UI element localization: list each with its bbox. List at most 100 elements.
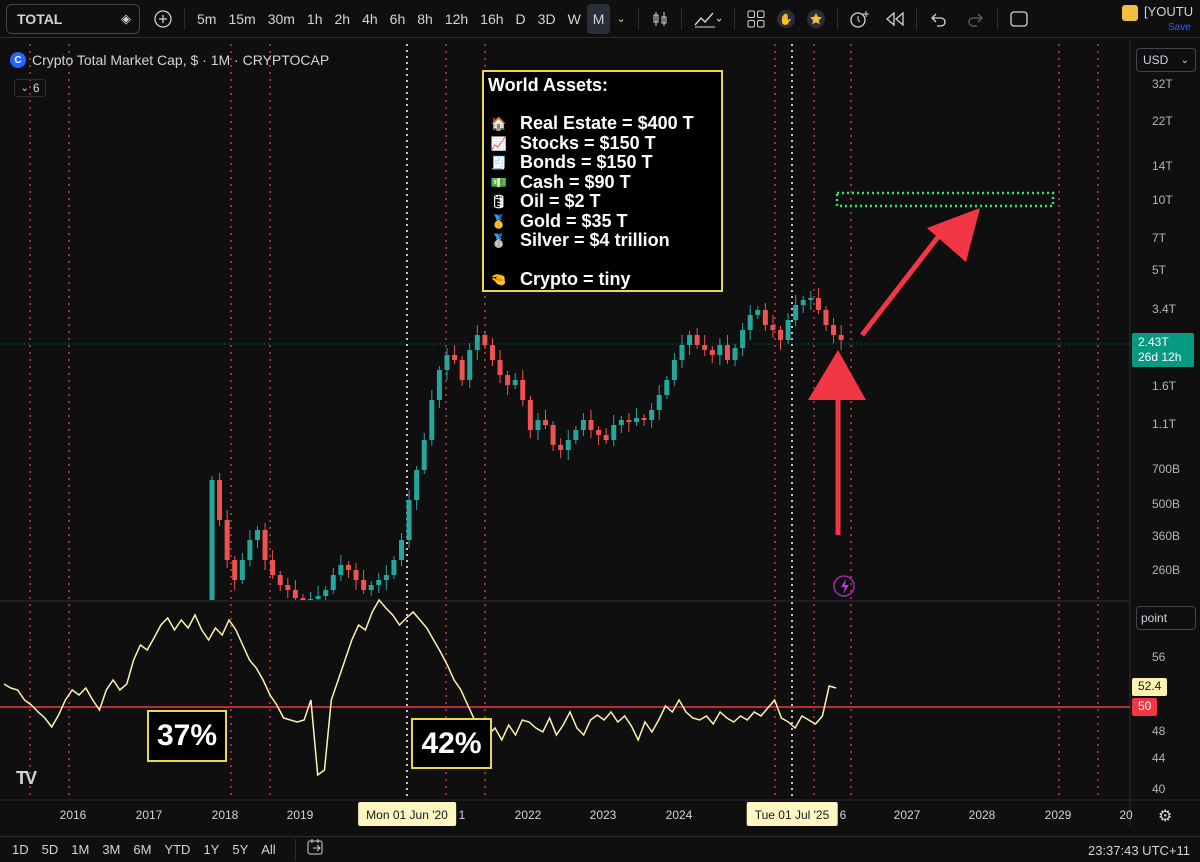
plus-circle-icon xyxy=(154,9,172,28)
divider xyxy=(996,7,998,30)
last-price-tag: 2.43T 26d 12h xyxy=(1132,333,1194,367)
interval-dropdown[interactable]: ⌄ xyxy=(616,13,626,25)
interval-15m[interactable]: 15m xyxy=(228,10,256,27)
range-6m[interactable]: 6M xyxy=(133,842,152,857)
tradingview-logo-icon[interactable]: TV xyxy=(16,768,37,788)
world-asset-row: 📈 Stocks = $150 T xyxy=(488,133,717,154)
time-label: 2028 xyxy=(968,808,996,822)
top-toolbar: TOTAL ◈ 5m 15m 30m 1h 2h 4h 6h 8h 12h 16h D 3D W M ⌄ … xyxy=(0,0,1200,38)
range-5y[interactable]: 5Y xyxy=(232,842,249,857)
candle-body xyxy=(770,325,776,330)
interval-1h[interactable]: 1h xyxy=(306,10,323,27)
redo-button[interactable] xyxy=(961,4,991,34)
alarm-clock-plus-icon xyxy=(850,10,869,28)
osc-unit-label: point xyxy=(1141,611,1168,625)
price-scale-label: 360B xyxy=(1152,529,1181,543)
chevron-down-icon: ⌄ xyxy=(20,82,29,94)
indicators-toggle[interactable]: ⌄ 6 xyxy=(14,79,46,97)
candle-body xyxy=(489,345,495,360)
drawings xyxy=(808,191,1055,597)
indicator-count: 6 xyxy=(32,81,40,95)
receipt-icon: 🧾 xyxy=(490,155,508,170)
compare-diamond-icon[interactable]: ◈ xyxy=(121,10,131,26)
time-axis[interactable]: Mon 01 Jun '20 1 Tue 01 Jul '25 6 2016 20… xyxy=(0,800,1133,826)
candle-body xyxy=(671,360,677,380)
candle-body xyxy=(277,575,283,585)
interval-30m[interactable]: 30m xyxy=(267,10,295,27)
range-1m[interactable]: 1M xyxy=(71,842,90,857)
candle-body xyxy=(596,430,602,435)
alert-hand-button[interactable]: ✋ xyxy=(771,4,801,34)
range-all[interactable]: All xyxy=(261,842,276,857)
indicators-button[interactable] xyxy=(688,4,728,34)
last-price: 2.43T xyxy=(1138,335,1169,349)
interval-8h[interactable]: 8h xyxy=(417,10,433,27)
divider xyxy=(294,838,296,861)
range-5d[interactable]: 5D xyxy=(41,842,59,857)
settings-gear-icon[interactable]: ⚙ xyxy=(1158,808,1173,825)
add-symbol-button[interactable] xyxy=(148,4,178,34)
osc-scale-label: 40 xyxy=(1152,782,1166,796)
candle-body xyxy=(831,325,837,335)
range-3m[interactable]: 3M xyxy=(102,842,121,857)
interval-16h[interactable]: 16h xyxy=(480,10,504,27)
layout-button[interactable] xyxy=(741,4,771,34)
osc-scale-unit[interactable]: point xyxy=(1136,606,1196,630)
alert-button[interactable] xyxy=(844,4,874,34)
range-1d[interactable]: 1D xyxy=(12,842,29,857)
pct-annotation-37[interactable]: 37% xyxy=(147,710,227,762)
interval-w[interactable]: W xyxy=(567,10,581,27)
candle-body xyxy=(558,445,564,450)
interval-m[interactable]: M xyxy=(586,3,611,34)
candle-body xyxy=(429,400,435,440)
hand-icon: ✋ xyxy=(776,9,795,28)
candle-body xyxy=(717,345,723,355)
world-asset-row: 🏠 Real Estate = $400 T xyxy=(488,113,717,134)
goto-date-button[interactable] xyxy=(306,838,326,861)
house-icon: 🏠 xyxy=(490,116,508,131)
candle-body xyxy=(740,330,746,348)
chart-legend[interactable]: C Crypto Total Market Cap, $ · 1M · CRYP… xyxy=(10,52,329,68)
range-ytd[interactable]: YTD xyxy=(164,842,191,857)
favorites-button[interactable] xyxy=(801,4,831,34)
candle-body xyxy=(679,345,685,360)
price-scale-label: 1.1T xyxy=(1152,417,1177,431)
candle-body xyxy=(436,370,442,400)
range-1y[interactable]: 1Y xyxy=(203,842,220,857)
interval-5m[interactable]: 5m xyxy=(197,10,217,27)
price-scale-label: 22T xyxy=(1152,114,1173,128)
currency-selector[interactable]: USD ⌄ xyxy=(1136,48,1196,72)
interval-d[interactable]: D xyxy=(515,10,526,27)
world-assets-annotation[interactable]: World Assets: 🏠 Real Estate = $400 T 📈 Stoc… xyxy=(482,70,723,292)
candle-body xyxy=(550,425,556,445)
price-scale-label: 7T xyxy=(1152,231,1167,245)
candle-body xyxy=(512,380,518,385)
interval-6h[interactable]: 6h xyxy=(389,10,406,27)
interval-12h[interactable]: 12h xyxy=(444,10,469,27)
chart-type-button[interactable] xyxy=(645,4,675,34)
pct-annotation-42[interactable]: 42% xyxy=(411,718,492,769)
osc-level-tag: 50 xyxy=(1132,698,1158,716)
save-layout-button[interactable]: [YOUTU Save xyxy=(1120,2,1200,36)
price-scale-label: 5T xyxy=(1152,263,1167,277)
interval-3d[interactable]: 3D xyxy=(537,10,556,27)
range-selector: 1D 5D 1M 3M 6M YTD 1Y 5Y All xyxy=(12,842,289,857)
legend-title: Crypto Total Market Cap, $ · 1M · CRYPTO… xyxy=(32,52,330,68)
osc-current-tag: 52.4 xyxy=(1132,678,1168,696)
candle-body xyxy=(785,320,791,340)
symbol-search[interactable]: TOTAL ◈ xyxy=(6,3,140,34)
pct-left-label: 37% xyxy=(156,719,218,752)
candle-body xyxy=(762,310,768,325)
undo-button[interactable] xyxy=(923,4,953,34)
candle-body xyxy=(808,298,814,300)
interval-4h[interactable]: 4h xyxy=(362,10,378,27)
world-asset-row: 🛢 Oil = $2 T xyxy=(488,191,717,212)
time-label: 2018 xyxy=(211,808,239,822)
fullscreen-button[interactable] xyxy=(1004,4,1034,34)
replay-button[interactable] xyxy=(880,4,910,34)
price-scale-label: 3.4T xyxy=(1152,302,1177,316)
time-label: 2022 xyxy=(514,808,542,822)
chevron-down-icon: ⌄ xyxy=(1180,54,1189,66)
interval-2h[interactable]: 2h xyxy=(334,10,351,27)
